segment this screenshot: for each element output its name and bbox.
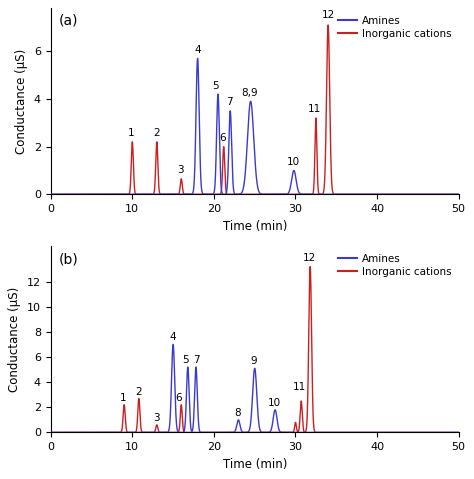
Text: 12: 12 xyxy=(321,10,335,20)
Text: 5: 5 xyxy=(182,354,189,365)
Legend: Amines, Inorganic cations: Amines, Inorganic cations xyxy=(336,13,454,41)
Y-axis label: Conductance (μS): Conductance (μS) xyxy=(9,287,21,392)
Text: 12: 12 xyxy=(303,253,316,263)
Text: (b): (b) xyxy=(59,252,79,266)
Text: 6: 6 xyxy=(175,393,182,403)
Text: 8,9: 8,9 xyxy=(241,88,258,98)
Text: 2: 2 xyxy=(136,387,142,397)
Text: 7: 7 xyxy=(226,97,233,107)
Text: 6: 6 xyxy=(219,133,225,143)
Text: (a): (a) xyxy=(59,14,78,28)
Text: 10: 10 xyxy=(268,398,281,408)
Text: 4: 4 xyxy=(194,45,201,55)
Text: 9: 9 xyxy=(251,356,257,366)
Text: 8: 8 xyxy=(234,408,241,418)
Text: 2: 2 xyxy=(154,128,160,138)
X-axis label: Time (min): Time (min) xyxy=(222,457,287,471)
Text: 3: 3 xyxy=(153,413,159,423)
Y-axis label: Conductance (μS): Conductance (μS) xyxy=(15,49,28,154)
Text: 3: 3 xyxy=(177,165,184,175)
Legend: Amines, Inorganic cations: Amines, Inorganic cations xyxy=(336,251,454,279)
Text: 7: 7 xyxy=(193,354,200,365)
Text: 10: 10 xyxy=(286,157,300,167)
Text: 1: 1 xyxy=(128,128,135,138)
X-axis label: Time (min): Time (min) xyxy=(222,219,287,233)
Text: 1: 1 xyxy=(120,393,127,403)
Text: 4: 4 xyxy=(169,332,175,342)
Text: 5: 5 xyxy=(212,80,219,91)
Text: 11: 11 xyxy=(308,104,321,114)
Text: 11: 11 xyxy=(293,382,306,392)
